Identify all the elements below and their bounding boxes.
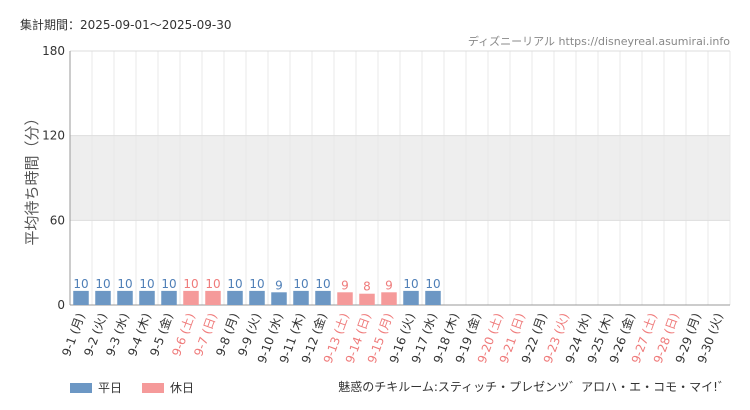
data-label: 9 (385, 278, 393, 292)
bar (161, 290, 177, 305)
data-label: 10 (161, 277, 176, 291)
legend-label-weekday: 平日 (98, 381, 123, 395)
y-tick-label: 180 (42, 44, 65, 58)
bar (183, 290, 199, 305)
source-text: ディズニーリアル https://disneyreal.asumirai.inf… (467, 35, 730, 48)
bar (249, 290, 265, 305)
bar (403, 290, 419, 305)
legend-swatch-weekday (70, 382, 92, 393)
bar (293, 290, 309, 305)
data-label: 10 (139, 277, 154, 291)
legend-item-weekday[interactable]: 平日 (70, 379, 122, 396)
data-label: 9 (275, 278, 283, 292)
data-label: 10 (73, 277, 88, 291)
legend-label-holiday: 休日 (170, 381, 195, 395)
period-text: 集計期間：2025-09-01～2025-09-30 (20, 18, 232, 32)
data-label: 8 (363, 280, 371, 294)
data-label: 10 (293, 277, 308, 291)
data-label: 10 (227, 277, 242, 291)
y-tick-label: 0 (57, 298, 65, 312)
y-axis-label: 平均待ち時間（分） (23, 110, 41, 245)
data-label: 10 (117, 277, 132, 291)
legend-item-holiday[interactable]: 休日 (142, 379, 194, 396)
legend: 平日 休日 (70, 379, 214, 396)
bar (315, 290, 331, 305)
data-label: 9 (341, 278, 349, 292)
bar (359, 293, 375, 305)
bar (95, 290, 111, 305)
bar (227, 290, 243, 305)
data-label: 10 (403, 277, 418, 291)
bar (381, 292, 397, 305)
bar (337, 292, 353, 305)
bar (117, 290, 133, 305)
data-label: 10 (315, 277, 330, 291)
bar (73, 290, 89, 305)
bar (139, 290, 155, 305)
legend-swatch-holiday (142, 382, 165, 393)
data-label: 10 (95, 277, 110, 291)
data-label: 10 (249, 277, 264, 291)
bar (425, 290, 441, 305)
attraction-name: 魅惑のチキルーム:スティッチ・プレゼンツ゛アロハ・エ・コモ・マイ!゛ (338, 380, 730, 394)
data-label: 10 (205, 277, 220, 291)
data-label: 10 (183, 277, 198, 291)
data-label: 10 (425, 277, 440, 291)
bar (271, 292, 287, 305)
y-tick-label: 60 (50, 213, 65, 227)
bar (205, 290, 221, 305)
y-tick-label: 120 (42, 129, 65, 143)
